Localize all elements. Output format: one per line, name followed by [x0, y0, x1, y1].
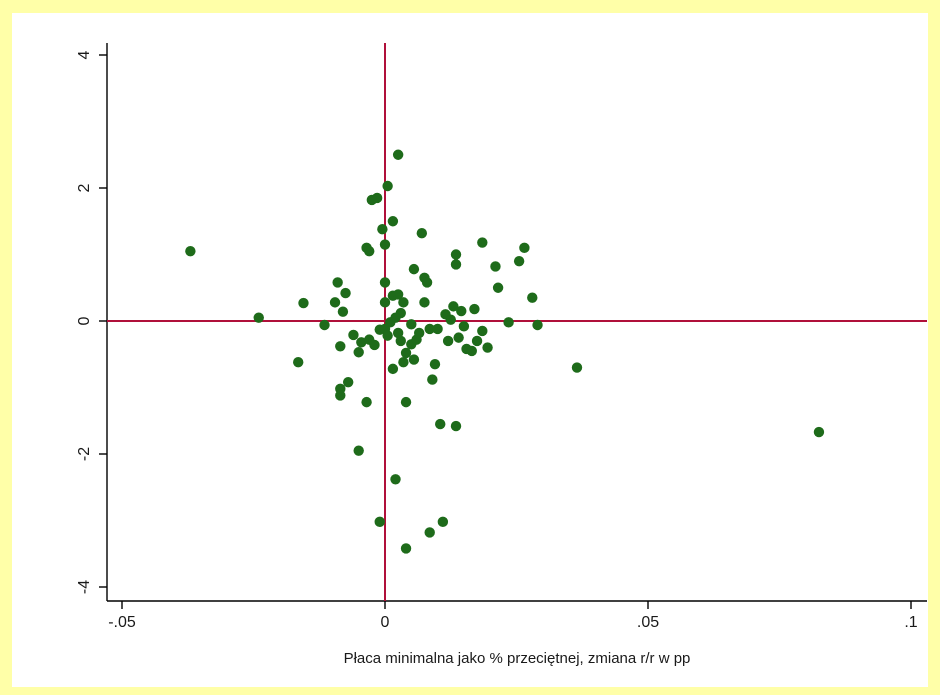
- data-point: [335, 390, 346, 401]
- data-point: [353, 445, 364, 456]
- data-point: [361, 396, 372, 408]
- data-point: [356, 337, 367, 348]
- data-point: [387, 216, 399, 227]
- y-tick-label: 4: [76, 50, 93, 59]
- data-point: [337, 306, 349, 317]
- data-point: [424, 527, 435, 538]
- data-point: [513, 255, 525, 267]
- data-point: [392, 149, 404, 160]
- data-point: [340, 287, 351, 299]
- data-point: [329, 297, 341, 308]
- data-point: [429, 359, 441, 370]
- data-point: [332, 277, 343, 288]
- data-point: [400, 347, 412, 359]
- y-tick-label: 2: [76, 183, 93, 192]
- data-point: [442, 335, 454, 347]
- data-points: [185, 149, 825, 554]
- data-point: [421, 277, 433, 288]
- data-point: [387, 363, 399, 375]
- data-point: [424, 323, 435, 335]
- data-point: [445, 314, 456, 325]
- data-point: [406, 319, 417, 330]
- data-point: [519, 242, 530, 254]
- data-point: [353, 347, 364, 358]
- data-point: [482, 342, 493, 353]
- x-tick-label: .05: [637, 614, 659, 631]
- data-point: [348, 329, 359, 341]
- data-point: [379, 277, 391, 288]
- data-point: [450, 259, 462, 270]
- data-point: [253, 312, 264, 323]
- data-point: [466, 345, 477, 357]
- data-point: [503, 317, 514, 328]
- data-point: [413, 327, 425, 339]
- data-point: [382, 330, 393, 341]
- data-point: [374, 516, 385, 528]
- data-point: [400, 396, 412, 408]
- data-point: [456, 305, 467, 317]
- data-point: [392, 289, 404, 300]
- x-tick-label: 0: [381, 614, 390, 631]
- data-point: [419, 297, 430, 308]
- data-point: [532, 319, 543, 331]
- data-point: [319, 319, 330, 331]
- data-point: [379, 297, 391, 308]
- x-tick-label: .1: [904, 614, 917, 631]
- data-point: [450, 249, 462, 260]
- data-point: [371, 192, 383, 204]
- data-point: [432, 323, 443, 335]
- y-tick-label: -2: [76, 447, 93, 461]
- chart-frame: -.05 0 .05 .1 -4 -2 0 2 4 Płaca minimalna jako …: [12, 13, 928, 687]
- data-point: [369, 339, 380, 351]
- data-point: [408, 263, 420, 275]
- y-tick-label: -4: [76, 580, 93, 594]
- data-point: [400, 543, 412, 554]
- y-tick-label: 0: [76, 316, 93, 325]
- data-point: [416, 228, 428, 239]
- x-ticks: -.05 0 .05 .1: [108, 601, 918, 631]
- data-point: [398, 297, 409, 308]
- data-point: [382, 180, 393, 192]
- data-point: [527, 292, 538, 303]
- x-axis-label: Płaca minimalna jako % przeciętnej, zmia…: [344, 650, 691, 667]
- data-point: [335, 341, 346, 352]
- data-point: [298, 297, 309, 309]
- data-point: [477, 325, 488, 337]
- data-point: [185, 245, 196, 257]
- data-point: [469, 303, 480, 315]
- data-point: [293, 357, 304, 368]
- data-point: [390, 474, 401, 485]
- data-point: [427, 374, 438, 385]
- data-point: [813, 426, 825, 438]
- data-point: [471, 335, 483, 347]
- data-point: [492, 282, 504, 293]
- data-point: [571, 362, 583, 373]
- data-point: [342, 376, 354, 388]
- data-point: [398, 357, 409, 368]
- data-point: [392, 327, 404, 339]
- y-ticks: -4 -2 0 2 4: [76, 50, 107, 594]
- data-point: [448, 301, 459, 312]
- data-point: [437, 516, 449, 528]
- data-point: [377, 224, 388, 235]
- data-point: [364, 245, 375, 257]
- data-point: [477, 237, 488, 248]
- data-point: [458, 321, 470, 332]
- data-point: [490, 261, 501, 272]
- data-point: [379, 239, 391, 250]
- data-point: [435, 418, 446, 430]
- data-point: [408, 354, 420, 365]
- data-point: [395, 335, 406, 347]
- x-tick-label: -.05: [108, 614, 136, 631]
- data-point: [450, 420, 462, 432]
- reference-lines: [107, 43, 927, 601]
- data-point: [453, 332, 464, 343]
- scatter-chart: -.05 0 .05 .1 -4 -2 0 2 4 Płaca minimalna jako …: [76, 43, 927, 667]
